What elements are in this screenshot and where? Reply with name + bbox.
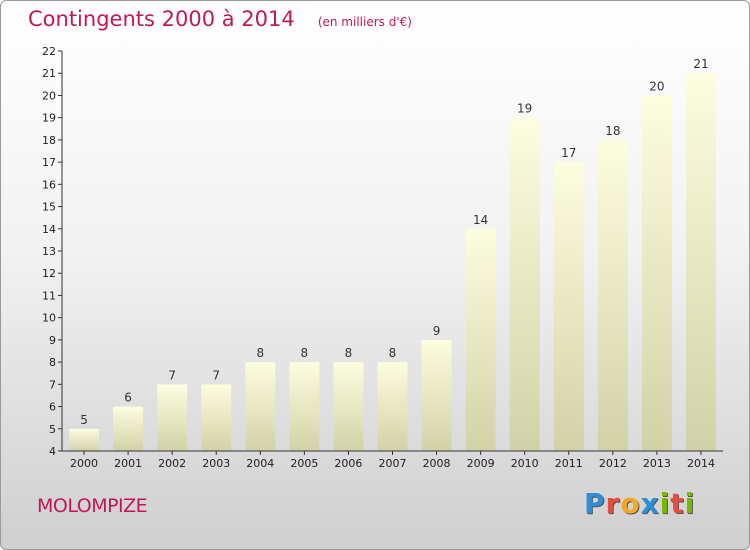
y-tick-label: 17 xyxy=(42,156,56,169)
x-tick-label: 2009 xyxy=(467,457,495,470)
data-label: 14 xyxy=(473,213,488,227)
x-tick-label: 2006 xyxy=(334,457,362,470)
y-tick-label: 16 xyxy=(42,178,56,191)
chart-title: Contingents 2000 à 2014 xyxy=(28,7,295,31)
bar xyxy=(245,362,276,451)
data-label: 20 xyxy=(649,79,664,93)
data-label: 7 xyxy=(212,368,220,382)
x-tick-label: 2013 xyxy=(643,457,671,470)
data-label: 17 xyxy=(561,146,576,160)
brand-letter: t xyxy=(670,487,685,520)
x-tick-label: 2014 xyxy=(687,457,715,470)
data-label: 18 xyxy=(605,124,620,138)
brand-letter: P xyxy=(584,487,606,520)
y-tick-label: 19 xyxy=(42,112,56,125)
bar xyxy=(289,362,320,451)
brand-letter: i xyxy=(684,487,696,520)
x-tick-label: 2005 xyxy=(290,457,318,470)
bar xyxy=(377,362,408,451)
bar xyxy=(201,384,232,451)
x-tick-label: 2010 xyxy=(511,457,539,470)
x-tick-label: 2003 xyxy=(202,457,230,470)
chart-unit: (en milliers d'€) xyxy=(317,15,412,29)
bar xyxy=(509,117,540,452)
bar xyxy=(157,384,188,451)
y-tick-label: 6 xyxy=(49,401,56,414)
y-tick-label: 5 xyxy=(49,423,56,436)
bar xyxy=(113,406,144,451)
proxiti-logo: Proxiti xyxy=(584,487,695,520)
data-label: 8 xyxy=(389,346,397,360)
brand-letter: o xyxy=(620,487,641,520)
y-tick-label: 11 xyxy=(42,289,56,302)
bar xyxy=(553,162,584,451)
y-tick-label: 18 xyxy=(42,134,56,147)
data-label: 6 xyxy=(124,391,132,405)
y-tick-label: 12 xyxy=(42,267,56,280)
commune-name: MOLOMPIZE xyxy=(37,495,148,517)
bar xyxy=(421,339,452,451)
brand-letter: x xyxy=(640,487,660,520)
bar xyxy=(465,228,496,451)
data-label: 21 xyxy=(693,57,708,71)
x-tick-label: 2000 xyxy=(70,457,98,470)
y-tick-label: 14 xyxy=(42,223,56,236)
x-tick-label: 2008 xyxy=(423,457,451,470)
data-label: 9 xyxy=(433,324,441,338)
data-label: 5 xyxy=(80,413,88,427)
y-tick-label: 20 xyxy=(42,89,56,102)
y-tick-label: 4 xyxy=(49,445,56,458)
bar xyxy=(641,95,672,451)
data-label: 19 xyxy=(517,102,532,116)
title-row: Contingents 2000 à 2014 (en milliers d'€… xyxy=(28,7,412,31)
data-label: 8 xyxy=(256,346,264,360)
y-tick-label: 21 xyxy=(42,67,56,80)
y-tick-label: 7 xyxy=(49,378,56,391)
x-tick-label: 2012 xyxy=(599,457,627,470)
brand-letter: i xyxy=(659,487,671,520)
x-tick-label: 2001 xyxy=(114,457,142,470)
bar xyxy=(333,362,364,451)
data-label: 8 xyxy=(345,346,353,360)
y-tick-label: 22 xyxy=(42,45,56,58)
y-tick-label: 10 xyxy=(42,312,56,325)
bar xyxy=(685,73,716,451)
bar xyxy=(69,428,100,451)
y-tick-label: 9 xyxy=(49,334,56,347)
x-tick-label: 2004 xyxy=(246,457,274,470)
data-label: 7 xyxy=(168,368,176,382)
brand-letter: r xyxy=(605,487,621,520)
x-tick-label: 2011 xyxy=(555,457,583,470)
data-label: 8 xyxy=(301,346,309,360)
bar xyxy=(597,139,628,451)
x-tick-label: 2007 xyxy=(379,457,407,470)
y-tick-label: 15 xyxy=(42,201,56,214)
y-tick-label: 13 xyxy=(42,245,56,258)
x-tick-label: 2002 xyxy=(158,457,186,470)
y-tick-label: 8 xyxy=(49,356,56,369)
